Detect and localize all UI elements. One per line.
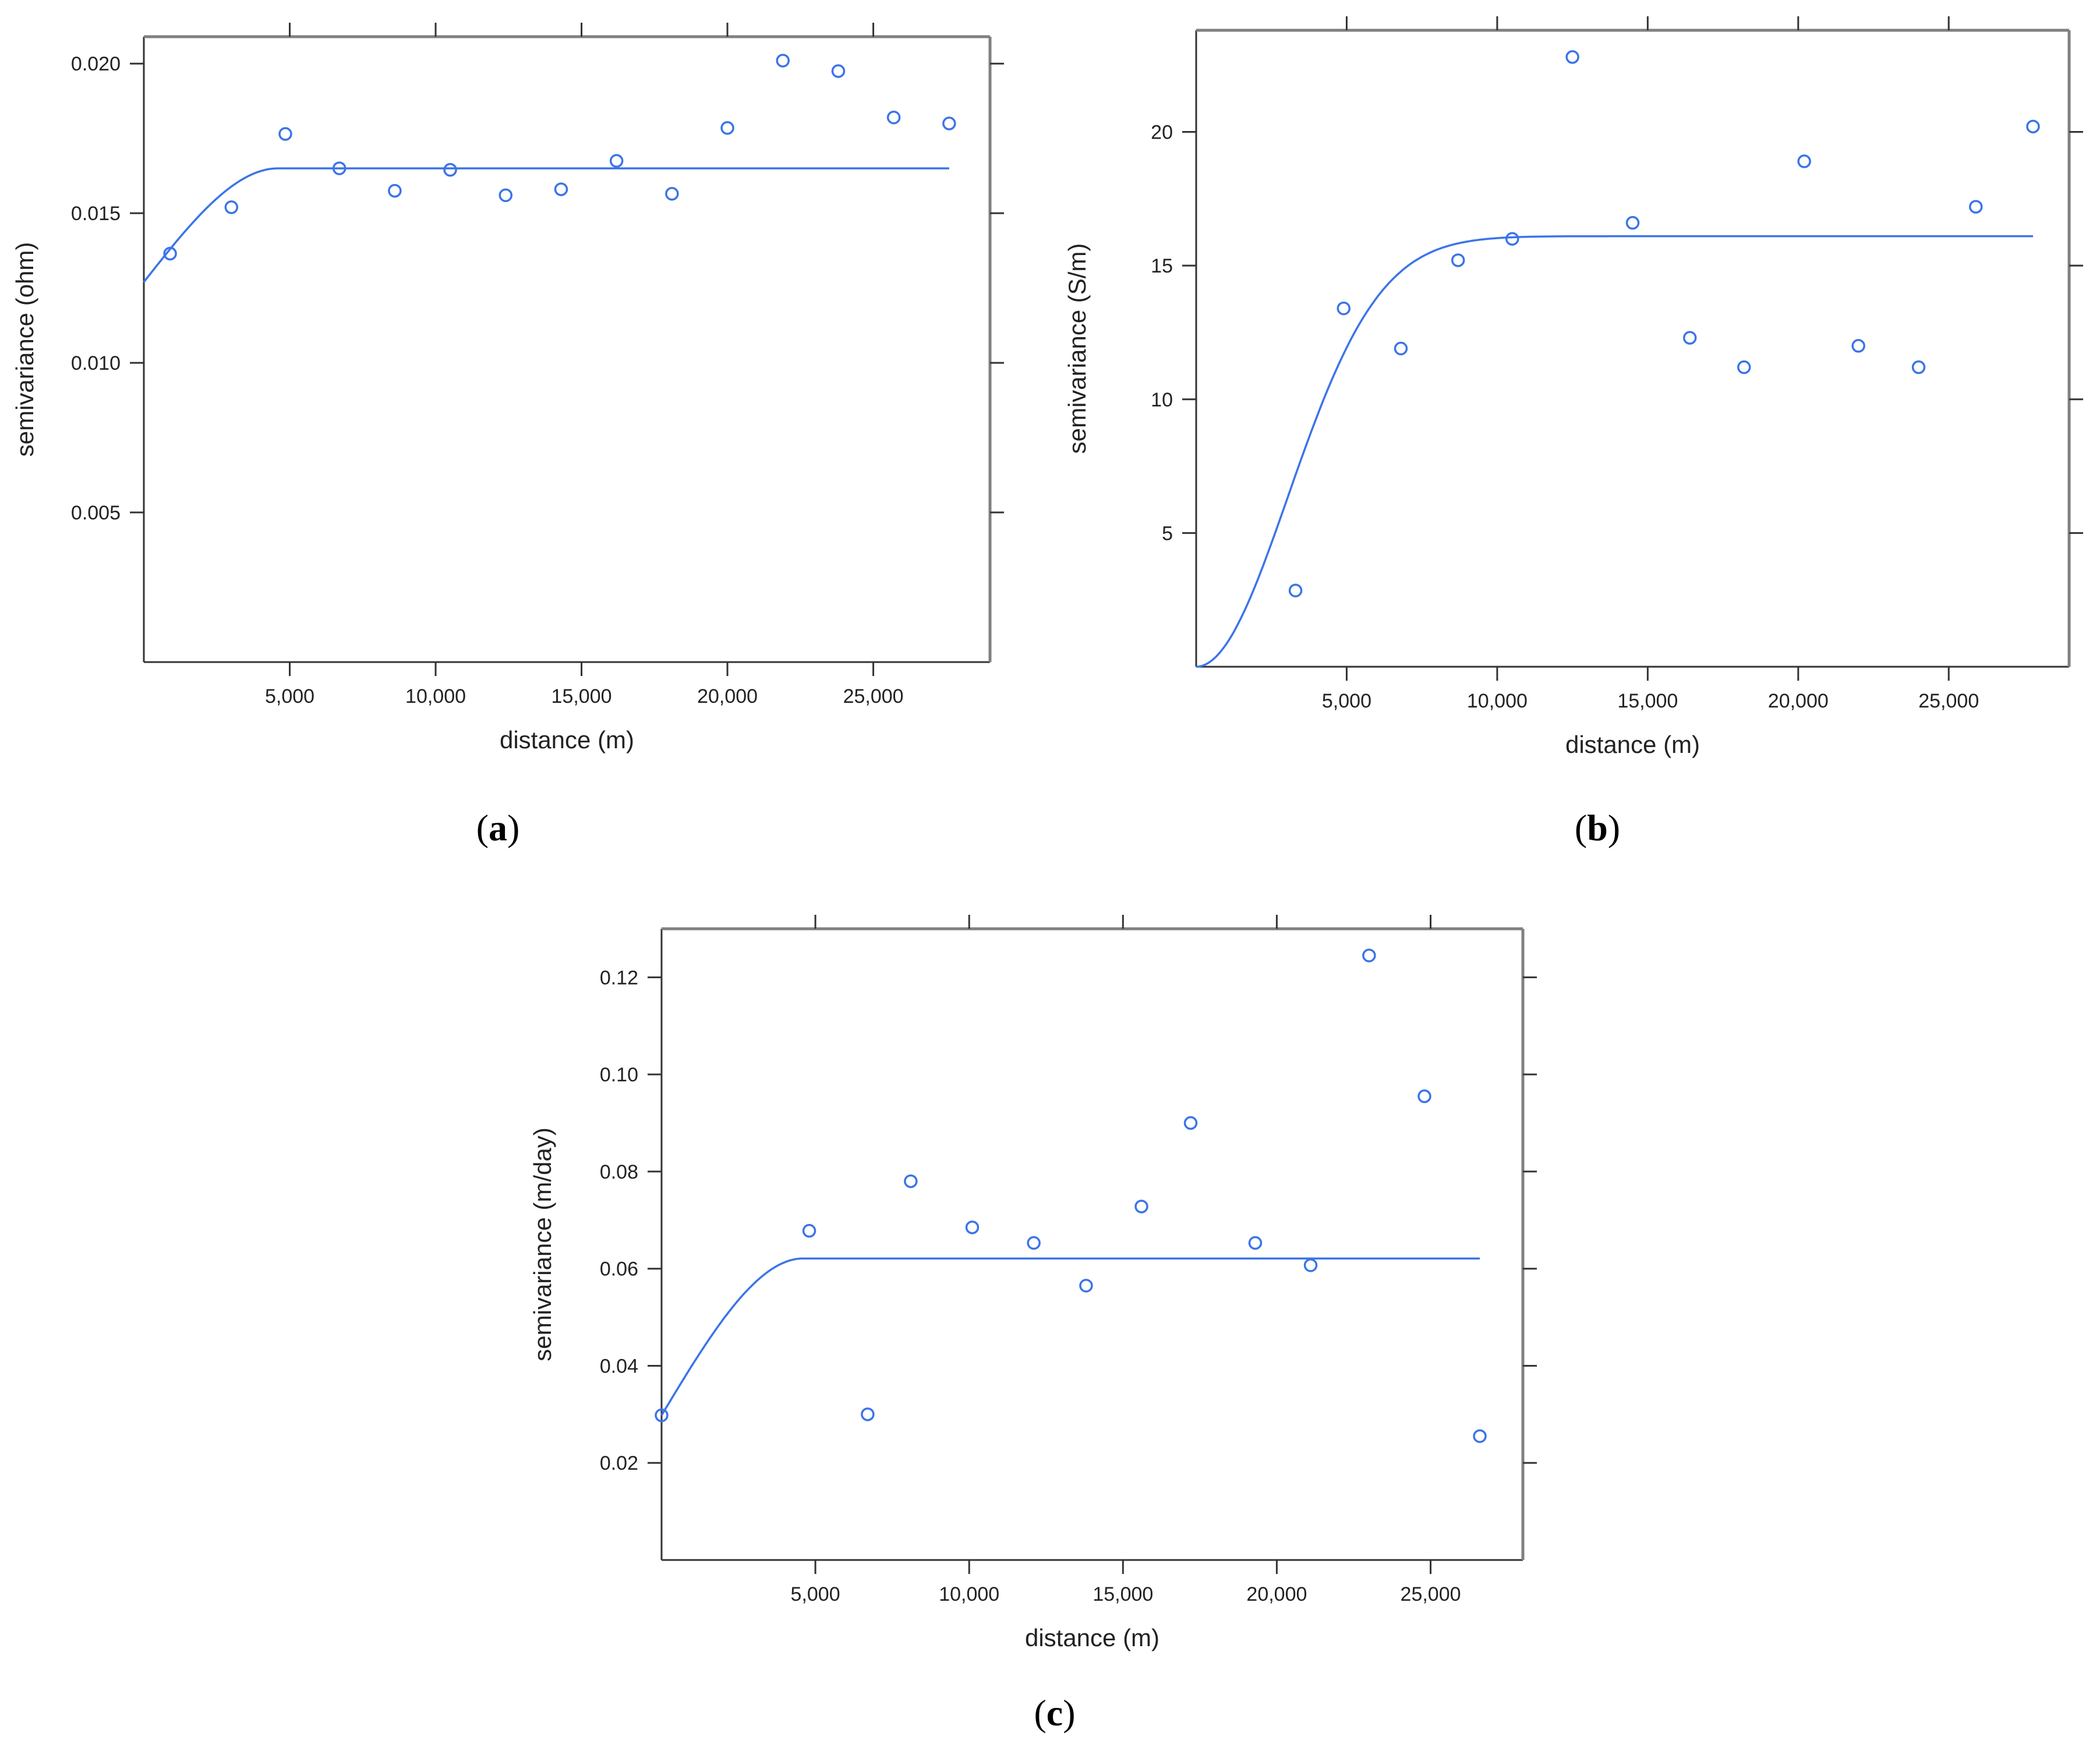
- data-point: [1394, 341, 1408, 356]
- x-tick-label: 10,000: [405, 685, 466, 707]
- y-tick-label: 0.02: [600, 1452, 638, 1474]
- y-tick-label: 0.005: [71, 502, 121, 524]
- data-point: [1417, 1089, 1431, 1103]
- data-point: [1682, 331, 1697, 345]
- data-point: [965, 1221, 980, 1234]
- data-point: [1248, 1236, 1263, 1250]
- panel-label: (c): [1034, 1692, 1075, 1734]
- x-tick-label: 25,000: [1918, 690, 1979, 712]
- data-point: [609, 154, 624, 168]
- panel-label: (b): [1575, 807, 1620, 848]
- panel-label: (a): [476, 807, 520, 848]
- data-point: [443, 162, 457, 177]
- x-tick-label: 20,000: [697, 685, 758, 707]
- data-point: [1337, 301, 1351, 316]
- data-point: [1027, 1236, 1041, 1250]
- x-tick-label: 5,000: [265, 685, 314, 707]
- x-tick-label: 25,000: [1401, 1583, 1461, 1605]
- y-tick-label: 0.08: [600, 1161, 638, 1183]
- data-point: [665, 187, 679, 201]
- data-point: [802, 1223, 816, 1238]
- x-axis-title: distance (m): [1565, 731, 1700, 758]
- data-point: [332, 161, 347, 175]
- data-point: [776, 54, 790, 68]
- data-point: [1969, 200, 1983, 214]
- y-tick-label: 15: [1151, 255, 1173, 277]
- data-point: [1473, 1429, 1487, 1444]
- data-point: [655, 1408, 669, 1423]
- x-tick-label: 20,000: [1768, 690, 1829, 712]
- data-point: [1911, 360, 1926, 374]
- data-point: [1565, 50, 1579, 64]
- x-tick-label: 20,000: [1246, 1583, 1307, 1605]
- data-point: [904, 1174, 918, 1188]
- fitted-model-line: [143, 167, 949, 283]
- data-point: [278, 127, 292, 141]
- data-point: [2026, 119, 2040, 134]
- x-tick-label: 10,000: [939, 1583, 999, 1605]
- data-point: [1362, 949, 1376, 963]
- x-tick-label: 5,000: [791, 1583, 840, 1605]
- data-point: [1079, 1279, 1093, 1293]
- y-tick-label: 0.015: [71, 203, 121, 225]
- data-point: [1288, 583, 1303, 597]
- data-point: [720, 121, 734, 135]
- data-point: [1737, 360, 1751, 374]
- y-tick-label: 10: [1151, 389, 1173, 411]
- data-point: [1134, 1200, 1148, 1214]
- y-tick-label: 0.020: [71, 53, 121, 75]
- y-tick-label: 5: [1162, 522, 1173, 544]
- data-point: [163, 246, 177, 261]
- fitted-model-line: [1196, 235, 2033, 668]
- data-point: [861, 1407, 875, 1421]
- x-tick-label: 15,000: [551, 685, 612, 707]
- y-axis-title: semivariance (ohm): [11, 242, 38, 457]
- y-tick-label: 0.010: [71, 352, 121, 374]
- y-tick-label: 0.10: [600, 1064, 638, 1086]
- y-tick-label: 20: [1151, 122, 1173, 144]
- x-tick-label: 10,000: [1467, 690, 1528, 712]
- data-point: [831, 64, 846, 78]
- data-point: [1505, 232, 1519, 246]
- y-tick-label: 0.06: [600, 1258, 638, 1280]
- chart-panel-c: 5,000 10,000 15,000 20,000 25,000 0.02 0.04 0.0…: [529, 915, 1537, 1734]
- data-point: [1303, 1258, 1318, 1272]
- y-axis-title: semivariance (m/day): [529, 1127, 556, 1361]
- chart-panel-b: 5,000 10,000 15,000 20,000 25,000 5 10 15 20 dist…: [1063, 16, 2083, 848]
- x-axis-title: distance (m): [500, 726, 634, 754]
- data-point: [1451, 253, 1465, 267]
- data-point: [942, 116, 956, 130]
- x-axis-title: distance (m): [1025, 1624, 1159, 1651]
- y-axis-title: semivariance (S/m): [1063, 243, 1091, 454]
- y-tick-label: 0.04: [600, 1355, 638, 1377]
- chart-panel-a: 5,000 10,000 15,000 20,000 25,000 0.005 0.010 0…: [11, 23, 1004, 848]
- fitted-model-line: [660, 1257, 1480, 1416]
- data-point: [1183, 1116, 1198, 1130]
- data-point: [886, 110, 901, 125]
- x-tick-label: 15,000: [1617, 690, 1678, 712]
- data-point: [388, 183, 402, 198]
- data-point: [1797, 154, 1811, 168]
- x-tick-label: 5,000: [1322, 690, 1371, 712]
- data-point: [499, 188, 513, 203]
- x-tick-label: 15,000: [1093, 1583, 1153, 1605]
- data-point: [224, 200, 239, 214]
- y-tick-label: 0.12: [600, 967, 638, 989]
- data-point: [1625, 215, 1640, 230]
- data-point: [554, 182, 568, 196]
- data-point: [1851, 339, 1865, 353]
- x-tick-label: 25,000: [843, 685, 904, 707]
